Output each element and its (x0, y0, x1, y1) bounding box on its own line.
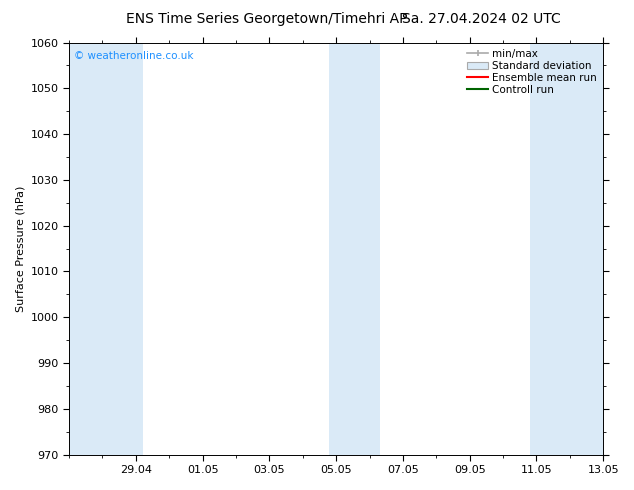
Text: Sa. 27.04.2024 02 UTC: Sa. 27.04.2024 02 UTC (403, 12, 561, 26)
Text: © weatheronline.co.uk: © weatheronline.co.uk (74, 51, 194, 61)
Bar (530, 43, 603, 455)
Y-axis label: Surface Pressure (hPa): Surface Pressure (hPa) (15, 185, 25, 312)
Legend: min/max, Standard deviation, Ensemble mean run, Controll run: min/max, Standard deviation, Ensemble me… (464, 46, 600, 98)
Bar (69, 43, 143, 455)
Text: ENS Time Series Georgetown/Timehri AP: ENS Time Series Georgetown/Timehri AP (126, 12, 407, 26)
Bar (330, 43, 380, 455)
